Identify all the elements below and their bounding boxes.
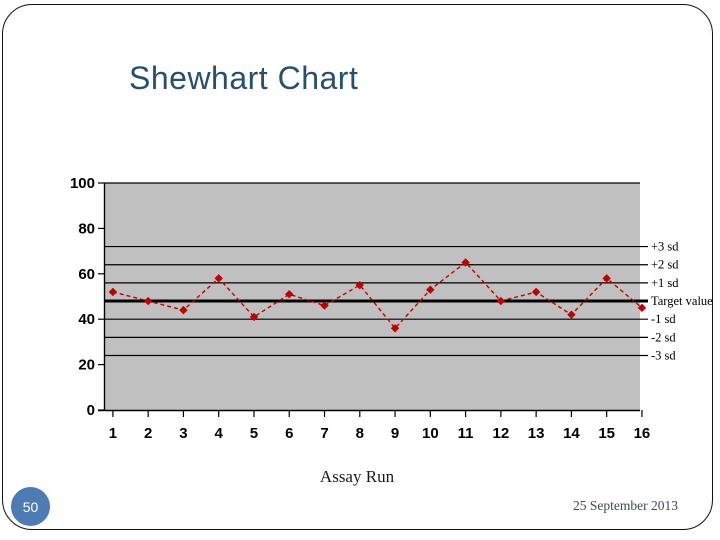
y-tick-label: 100 (70, 175, 95, 192)
x-tick-label: 3 (179, 425, 187, 442)
page-number-badge: 50 (11, 487, 50, 526)
x-tick-label: 1 (109, 425, 117, 442)
x-tick-label: 6 (285, 425, 293, 442)
x-tick-label: 14 (563, 425, 580, 442)
data-point-marker (567, 310, 576, 319)
x-tick-label: 16 (634, 425, 651, 442)
control-lines: +3 sd +2 sd +1 sd Target value -1 sd -2 sd -3 … (105, 240, 713, 363)
data-point-marker (531, 287, 541, 297)
data-point-marker (355, 280, 364, 290)
x-tick-label: 12 (493, 425, 510, 442)
y-tick-label: 0 (87, 402, 95, 419)
data-point-marker (390, 324, 400, 333)
data-point-marker (426, 285, 435, 294)
y-tick-label: 20 (78, 357, 95, 374)
x-tick-label: 13 (528, 425, 545, 442)
page-number: 50 (22, 498, 39, 515)
control-line-label: +3 sd (651, 240, 679, 254)
data-point-marker (179, 305, 188, 315)
control-line-label: -2 sd (651, 330, 676, 344)
y-tick-label: 40 (78, 311, 95, 328)
data-point-marker (249, 312, 259, 322)
x-tick-label: 15 (598, 425, 615, 442)
control-line-label: +1 sd (651, 276, 679, 290)
x-tick-label: 4 (215, 425, 224, 442)
series-line (112, 261, 643, 330)
x-tick-label: 11 (458, 425, 474, 442)
data-point-marker (637, 303, 647, 313)
x-tick-label: 10 (422, 425, 439, 442)
control-line-label: -3 sd (651, 349, 676, 363)
data-point-marker (214, 274, 223, 283)
data-point-marker (320, 301, 329, 310)
slide-date: 25 September 2013 (573, 498, 678, 513)
x-axis-title: Assay Run (320, 467, 395, 486)
y-tick-label: 80 (78, 220, 95, 237)
x-tick-label: 5 (250, 425, 258, 442)
y-tick-label: 60 (78, 266, 95, 283)
x-tick-label: 9 (391, 425, 399, 442)
x-tick-label: 7 (320, 425, 328, 442)
plot-area (105, 182, 640, 410)
data-point-marker (602, 274, 611, 283)
x-tick-label: 2 (144, 425, 152, 442)
x-tick-label: 8 (356, 425, 364, 442)
control-line-label: Target value (651, 294, 713, 308)
data-point-marker (108, 287, 118, 297)
data-point-marker (461, 258, 470, 267)
slide-title: Shewhart Chart (129, 60, 359, 96)
data-point-marker (285, 290, 294, 299)
data-series (108, 258, 647, 333)
data-point-marker (143, 296, 153, 306)
data-point-marker (496, 296, 506, 306)
control-line-label: -1 sd (651, 312, 676, 326)
control-line-label: +2 sd (651, 258, 679, 272)
